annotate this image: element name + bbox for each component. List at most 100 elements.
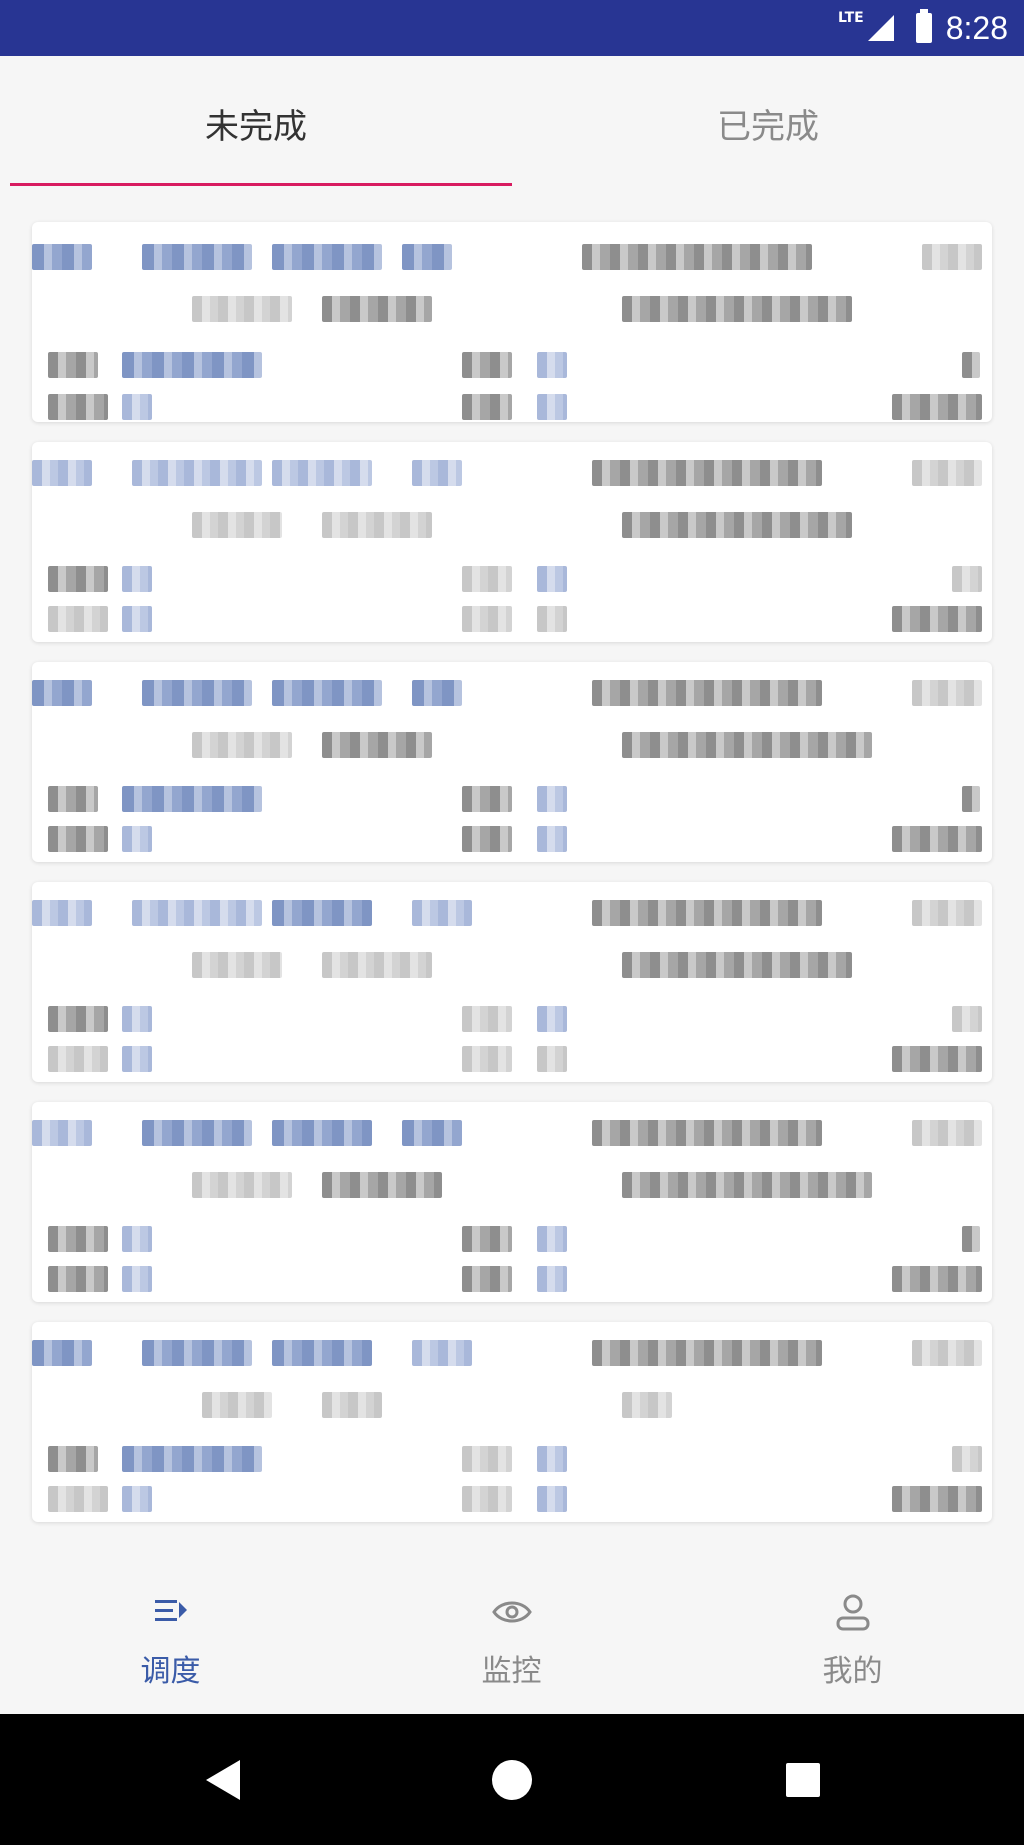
back-button[interactable] <box>163 1714 283 1845</box>
redacted-text <box>122 606 152 632</box>
redacted-text <box>462 1046 512 1072</box>
redacted-text <box>537 1486 567 1512</box>
redacted-text <box>272 244 382 270</box>
redacted-text <box>48 566 108 592</box>
redacted-text <box>48 826 108 852</box>
redacted-text <box>537 1046 567 1072</box>
list-item[interactable] <box>32 882 992 1082</box>
redacted-text <box>952 566 982 592</box>
redacted-text <box>202 1392 272 1418</box>
redacted-text <box>132 460 262 486</box>
list-item[interactable] <box>32 662 992 862</box>
nav-dispatch-label: 调度 <box>140 1654 201 1689</box>
redacted-text <box>592 1120 822 1146</box>
redacted-text <box>462 1486 512 1512</box>
recents-button[interactable] <box>743 1714 863 1845</box>
clock: 8:28 <box>945 9 1008 46</box>
network-type: LTE <box>838 10 864 26</box>
person-icon <box>831 1590 875 1638</box>
tab-completed[interactable]: 已完成 <box>717 106 819 147</box>
redacted-text <box>122 1266 152 1292</box>
redacted-text <box>122 1226 152 1252</box>
redacted-text <box>48 1446 98 1472</box>
redacted-text <box>48 606 108 632</box>
redacted-text <box>32 1340 92 1366</box>
redacted-text <box>952 1006 982 1032</box>
redacted-text <box>892 394 982 420</box>
redacted-text <box>272 680 382 706</box>
redacted-text <box>922 244 982 270</box>
redacted-text <box>122 826 152 852</box>
nav-dispatch[interactable]: 调度 <box>0 1566 341 1714</box>
redacted-text <box>122 786 262 812</box>
list-item[interactable] <box>32 222 992 422</box>
redacted-text <box>892 1266 982 1292</box>
redacted-text <box>48 1006 108 1032</box>
redacted-text <box>32 680 92 706</box>
redacted-text <box>32 460 92 486</box>
redacted-text <box>122 394 152 420</box>
nav-mine[interactable]: 我的 <box>682 1566 1023 1714</box>
redacted-text <box>48 352 98 378</box>
redacted-text <box>892 1486 982 1512</box>
redacted-text <box>622 1172 872 1198</box>
nav-monitor-label: 监控 <box>481 1654 542 1689</box>
redacted-text <box>462 1446 512 1472</box>
nav-monitor[interactable]: 监控 <box>341 1566 682 1714</box>
list-item[interactable] <box>32 1322 992 1522</box>
tab-indicator <box>10 183 512 186</box>
redacted-text <box>122 1046 152 1072</box>
redacted-text <box>462 1006 512 1032</box>
redacted-text <box>412 900 472 926</box>
redacted-text <box>462 606 512 632</box>
bottom-navigation: 调度 监控 我的 <box>0 1566 1024 1714</box>
list-item[interactable] <box>32 1102 992 1302</box>
redacted-text <box>322 512 432 538</box>
home-button[interactable] <box>452 1714 572 1845</box>
redacted-text <box>462 1266 512 1292</box>
redacted-text <box>122 1006 152 1032</box>
task-list[interactable] <box>0 190 1024 1535</box>
nav-mine-label: 我的 <box>822 1654 883 1689</box>
list-item[interactable] <box>32 442 992 642</box>
redacted-text <box>892 606 982 632</box>
redacted-text <box>462 352 512 378</box>
redacted-text <box>622 296 852 322</box>
redacted-text <box>962 352 980 378</box>
redacted-text <box>537 1226 567 1252</box>
redacted-text <box>142 680 252 706</box>
redacted-text <box>48 1266 108 1292</box>
redacted-text <box>142 244 252 270</box>
dispatch-icon <box>149 1590 193 1638</box>
redacted-text <box>592 900 822 926</box>
redacted-text <box>592 680 822 706</box>
redacted-text <box>962 1226 980 1252</box>
tab-incomplete[interactable]: 未完成 <box>205 106 307 147</box>
redacted-text <box>462 394 512 420</box>
recents-icon <box>786 1762 820 1797</box>
redacted-text <box>912 1340 982 1366</box>
redacted-text <box>32 1120 92 1146</box>
redacted-text <box>322 1392 382 1418</box>
redacted-text <box>912 1120 982 1146</box>
redacted-text <box>192 952 282 978</box>
redacted-text <box>537 352 567 378</box>
redacted-text <box>272 1120 372 1146</box>
redacted-text <box>912 680 982 706</box>
redacted-text <box>322 732 432 758</box>
redacted-text <box>272 900 372 926</box>
redacted-text <box>48 1486 108 1512</box>
redacted-text <box>272 1340 372 1366</box>
redacted-text <box>582 244 812 270</box>
redacted-text <box>537 786 567 812</box>
redacted-text <box>192 296 292 322</box>
home-icon <box>492 1759 532 1800</box>
redacted-text <box>322 1172 442 1198</box>
system-navigation-bar <box>0 1714 1024 1845</box>
redacted-text <box>122 1486 152 1512</box>
redacted-text <box>132 900 262 926</box>
redacted-text <box>622 512 852 538</box>
redacted-text <box>192 732 292 758</box>
redacted-text <box>32 244 92 270</box>
redacted-text <box>142 1120 252 1146</box>
